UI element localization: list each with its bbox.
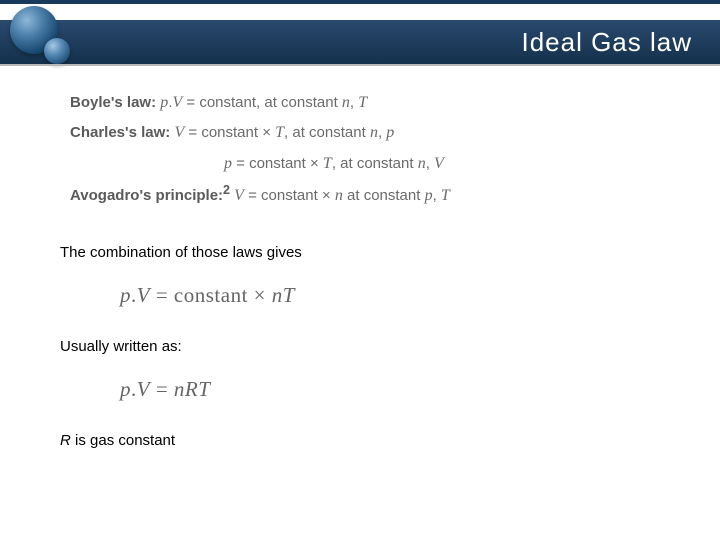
- avogadro-law-row: Avogadro's principle:2 V = constant × n …: [70, 179, 660, 211]
- globe-icon: [10, 6, 72, 68]
- slide-title: Ideal Gas law: [521, 27, 692, 58]
- avogadro-law-name: Avogadro's principle:2: [70, 187, 230, 204]
- gas-constant-text: R is gas constant: [60, 432, 660, 449]
- gas-constant-rest: is gas constant: [71, 432, 175, 449]
- avogadro-law-eq: V = constant × n at constant p, T: [234, 187, 450, 204]
- boyle-law-eq: p.V = constant, at constant n, T: [160, 94, 367, 111]
- ideal-gas-equation: p.V = nRT: [60, 377, 660, 402]
- globe-small-icon: [44, 38, 70, 64]
- usually-text: Usually written as:: [60, 338, 660, 355]
- slide-header: Ideal Gas law: [0, 0, 720, 70]
- pressure-law-eq: p = constant × T, at constant n, V: [224, 155, 444, 172]
- pressure-law-row: p = constant × T, at constant n, V: [70, 149, 660, 179]
- charles-law-name: Charles's law:: [70, 124, 170, 141]
- gas-constant-r: R: [60, 432, 71, 449]
- charles-law-row: Charles's law: V = constant × T, at cons…: [70, 118, 660, 148]
- combination-text: The combination of those laws gives: [60, 244, 660, 261]
- header-band: Ideal Gas law: [0, 20, 720, 64]
- combined-equation: p.V = constant × nT: [60, 283, 660, 308]
- charles-law-eq: V = constant × T, at constant n, p: [174, 124, 394, 141]
- gas-laws-list: Boyle's law: p.V = constant, at constant…: [60, 88, 660, 212]
- avogadro-footnote: 2: [223, 183, 230, 197]
- header-top-line: [0, 0, 720, 4]
- boyle-law-row: Boyle's law: p.V = constant, at constant…: [70, 88, 660, 118]
- boyle-law-name: Boyle's law:: [70, 94, 156, 111]
- slide-content: Boyle's law: p.V = constant, at constant…: [0, 70, 720, 449]
- header-underline: [0, 64, 720, 66]
